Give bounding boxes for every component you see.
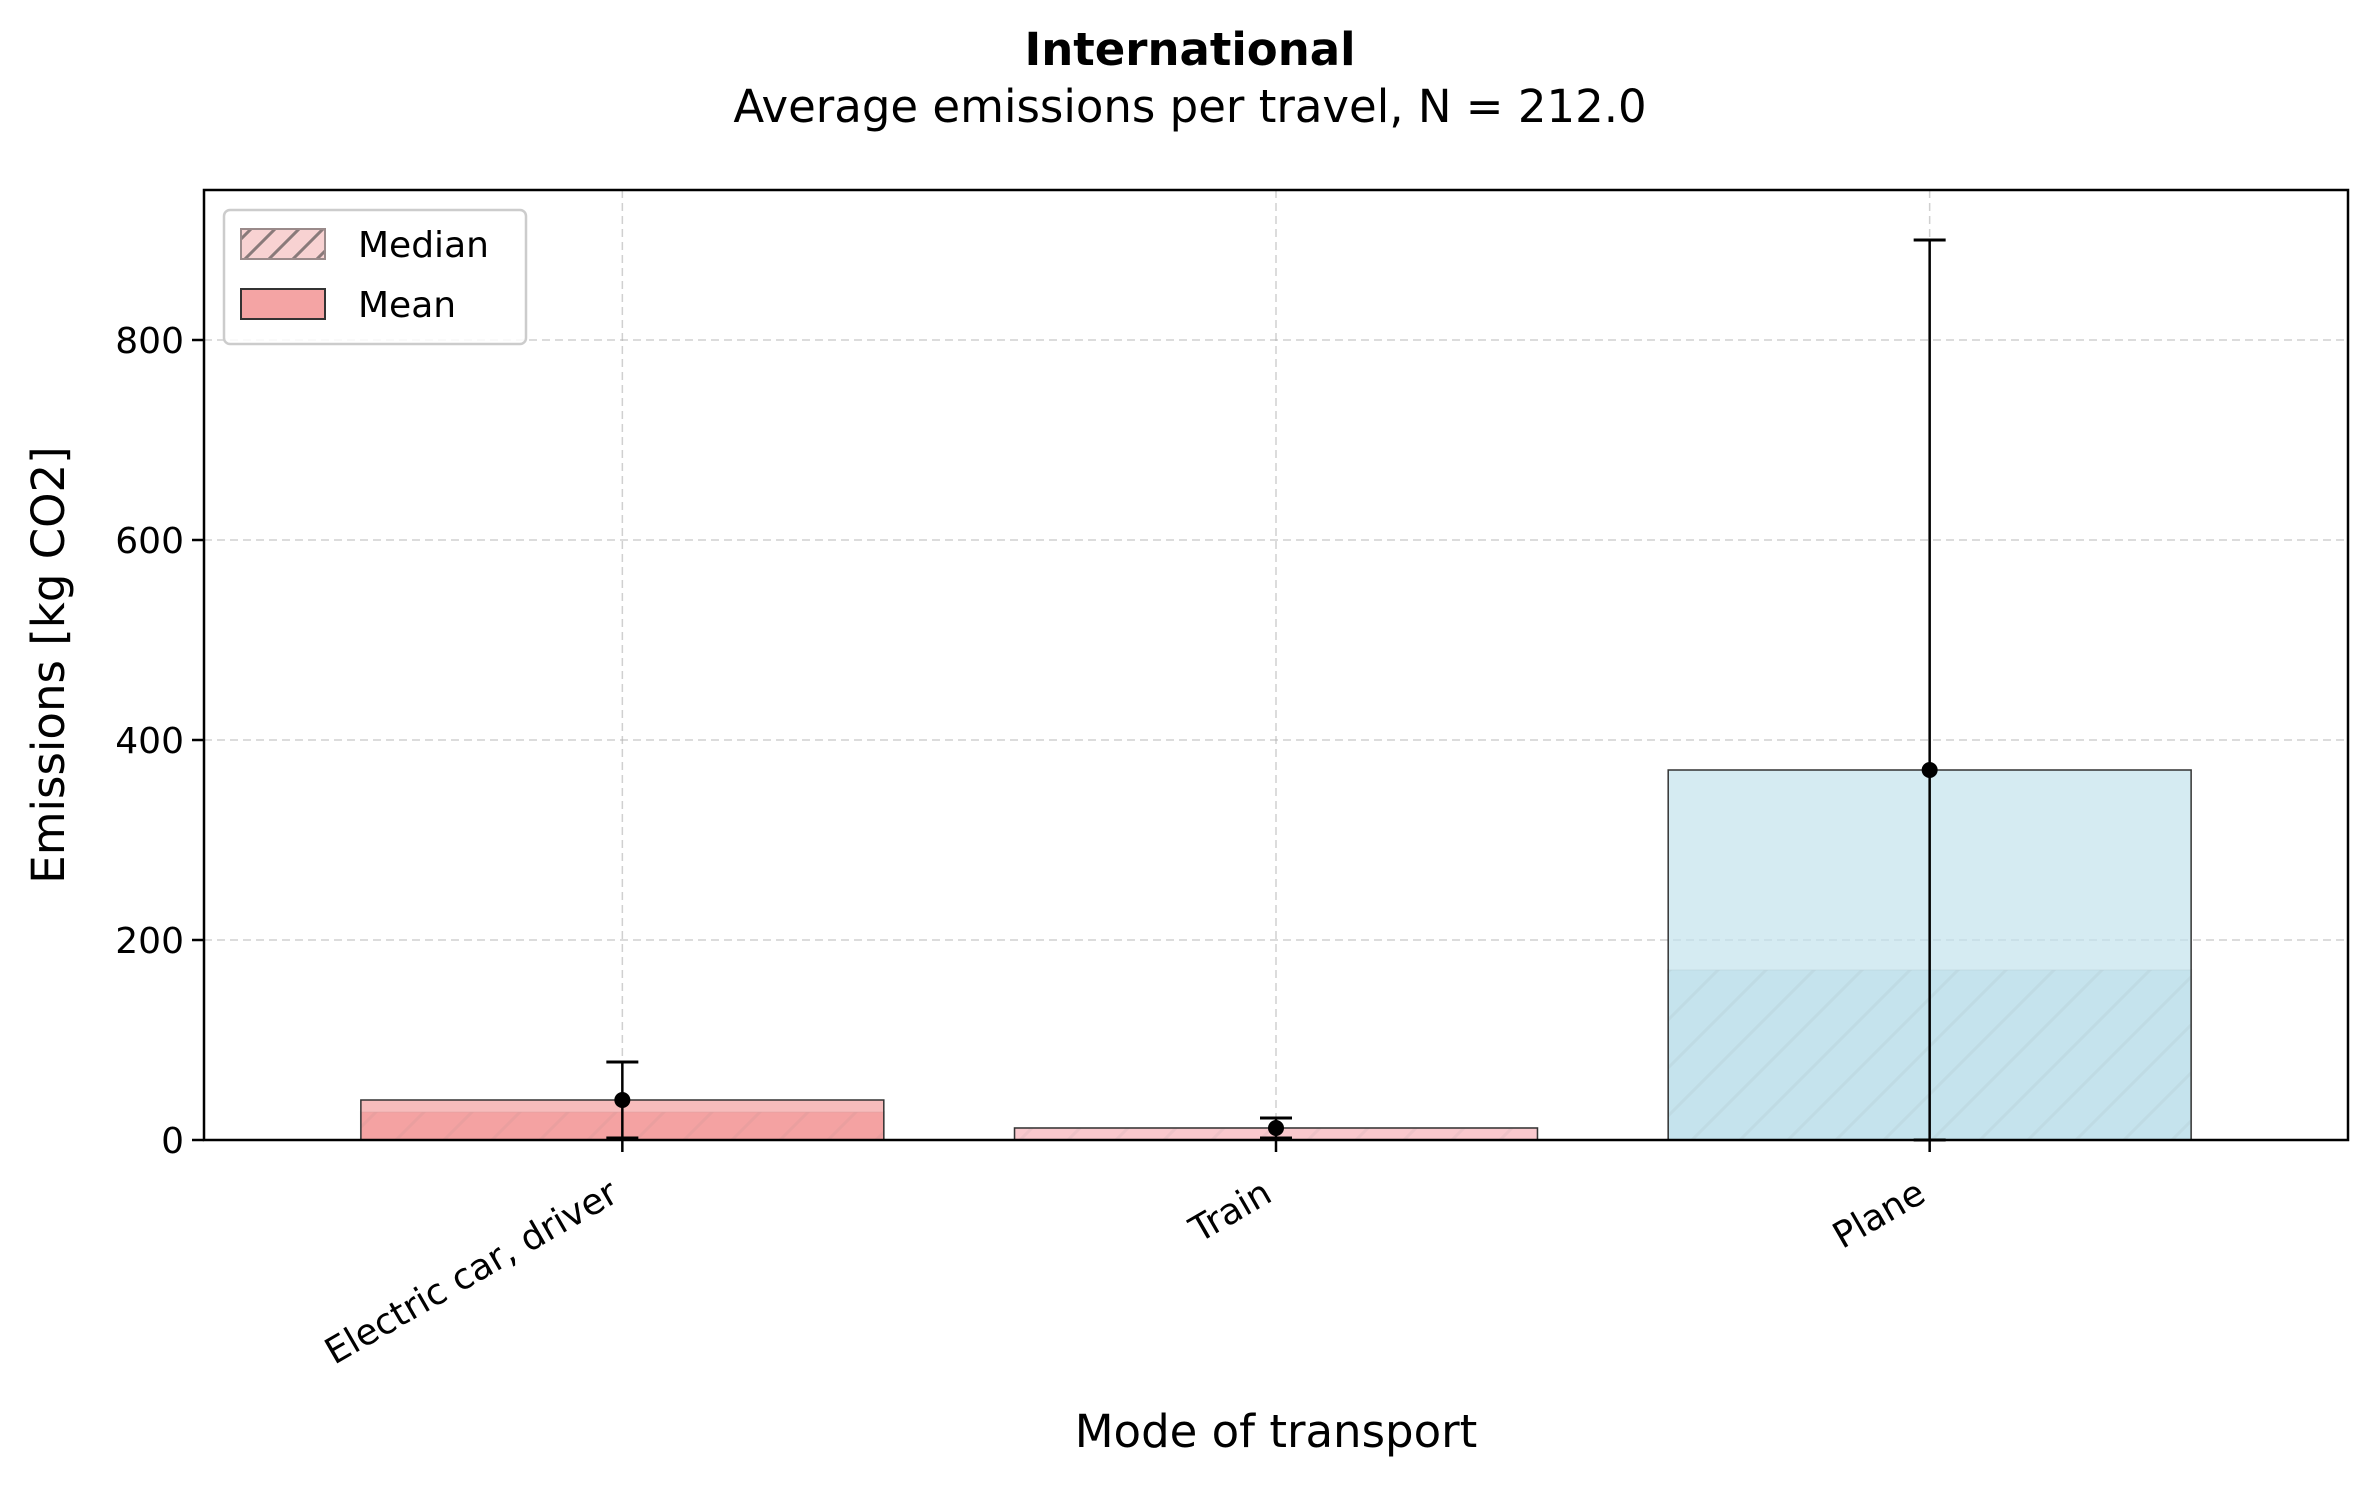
y-tick-label: 800 [115, 321, 184, 362]
y-tick-label: 400 [115, 721, 184, 762]
x-tick-label: Electric car, driver [318, 1172, 625, 1373]
bars [359, 769, 2193, 1141]
mean-point [614, 1092, 631, 1108]
legend-swatch-median-hatch [240, 228, 326, 260]
grid [204, 190, 2348, 1141]
legend-label-median: Median [358, 225, 489, 266]
chart-title: International [1024, 23, 1355, 76]
mean-point [1268, 1120, 1284, 1136]
y-axis-label: Emissions [kg CO2] [22, 446, 75, 883]
y-tick-label: 600 [115, 521, 184, 562]
x-axis-label: Mode of transport [1075, 1405, 1478, 1458]
error-bars [606, 238, 1946, 1142]
legend-swatch-mean [240, 288, 326, 320]
x-tick-label: Plane [1826, 1172, 1932, 1257]
y-axis: 0 200 400 600 800 [115, 321, 204, 1162]
legend-label-mean: Mean [358, 285, 456, 326]
mean-point [1921, 762, 1938, 778]
chart-subtitle: Average emissions per travel, N = 212.0 [733, 80, 1646, 133]
y-tick-label: 200 [115, 921, 184, 962]
legend: Median Mean [222, 208, 528, 346]
y-tick-label: 0 [161, 1121, 184, 1162]
x-axis: Electric car, driver Train Plane [318, 1140, 1932, 1373]
x-tick-label: Train [1182, 1172, 1278, 1251]
